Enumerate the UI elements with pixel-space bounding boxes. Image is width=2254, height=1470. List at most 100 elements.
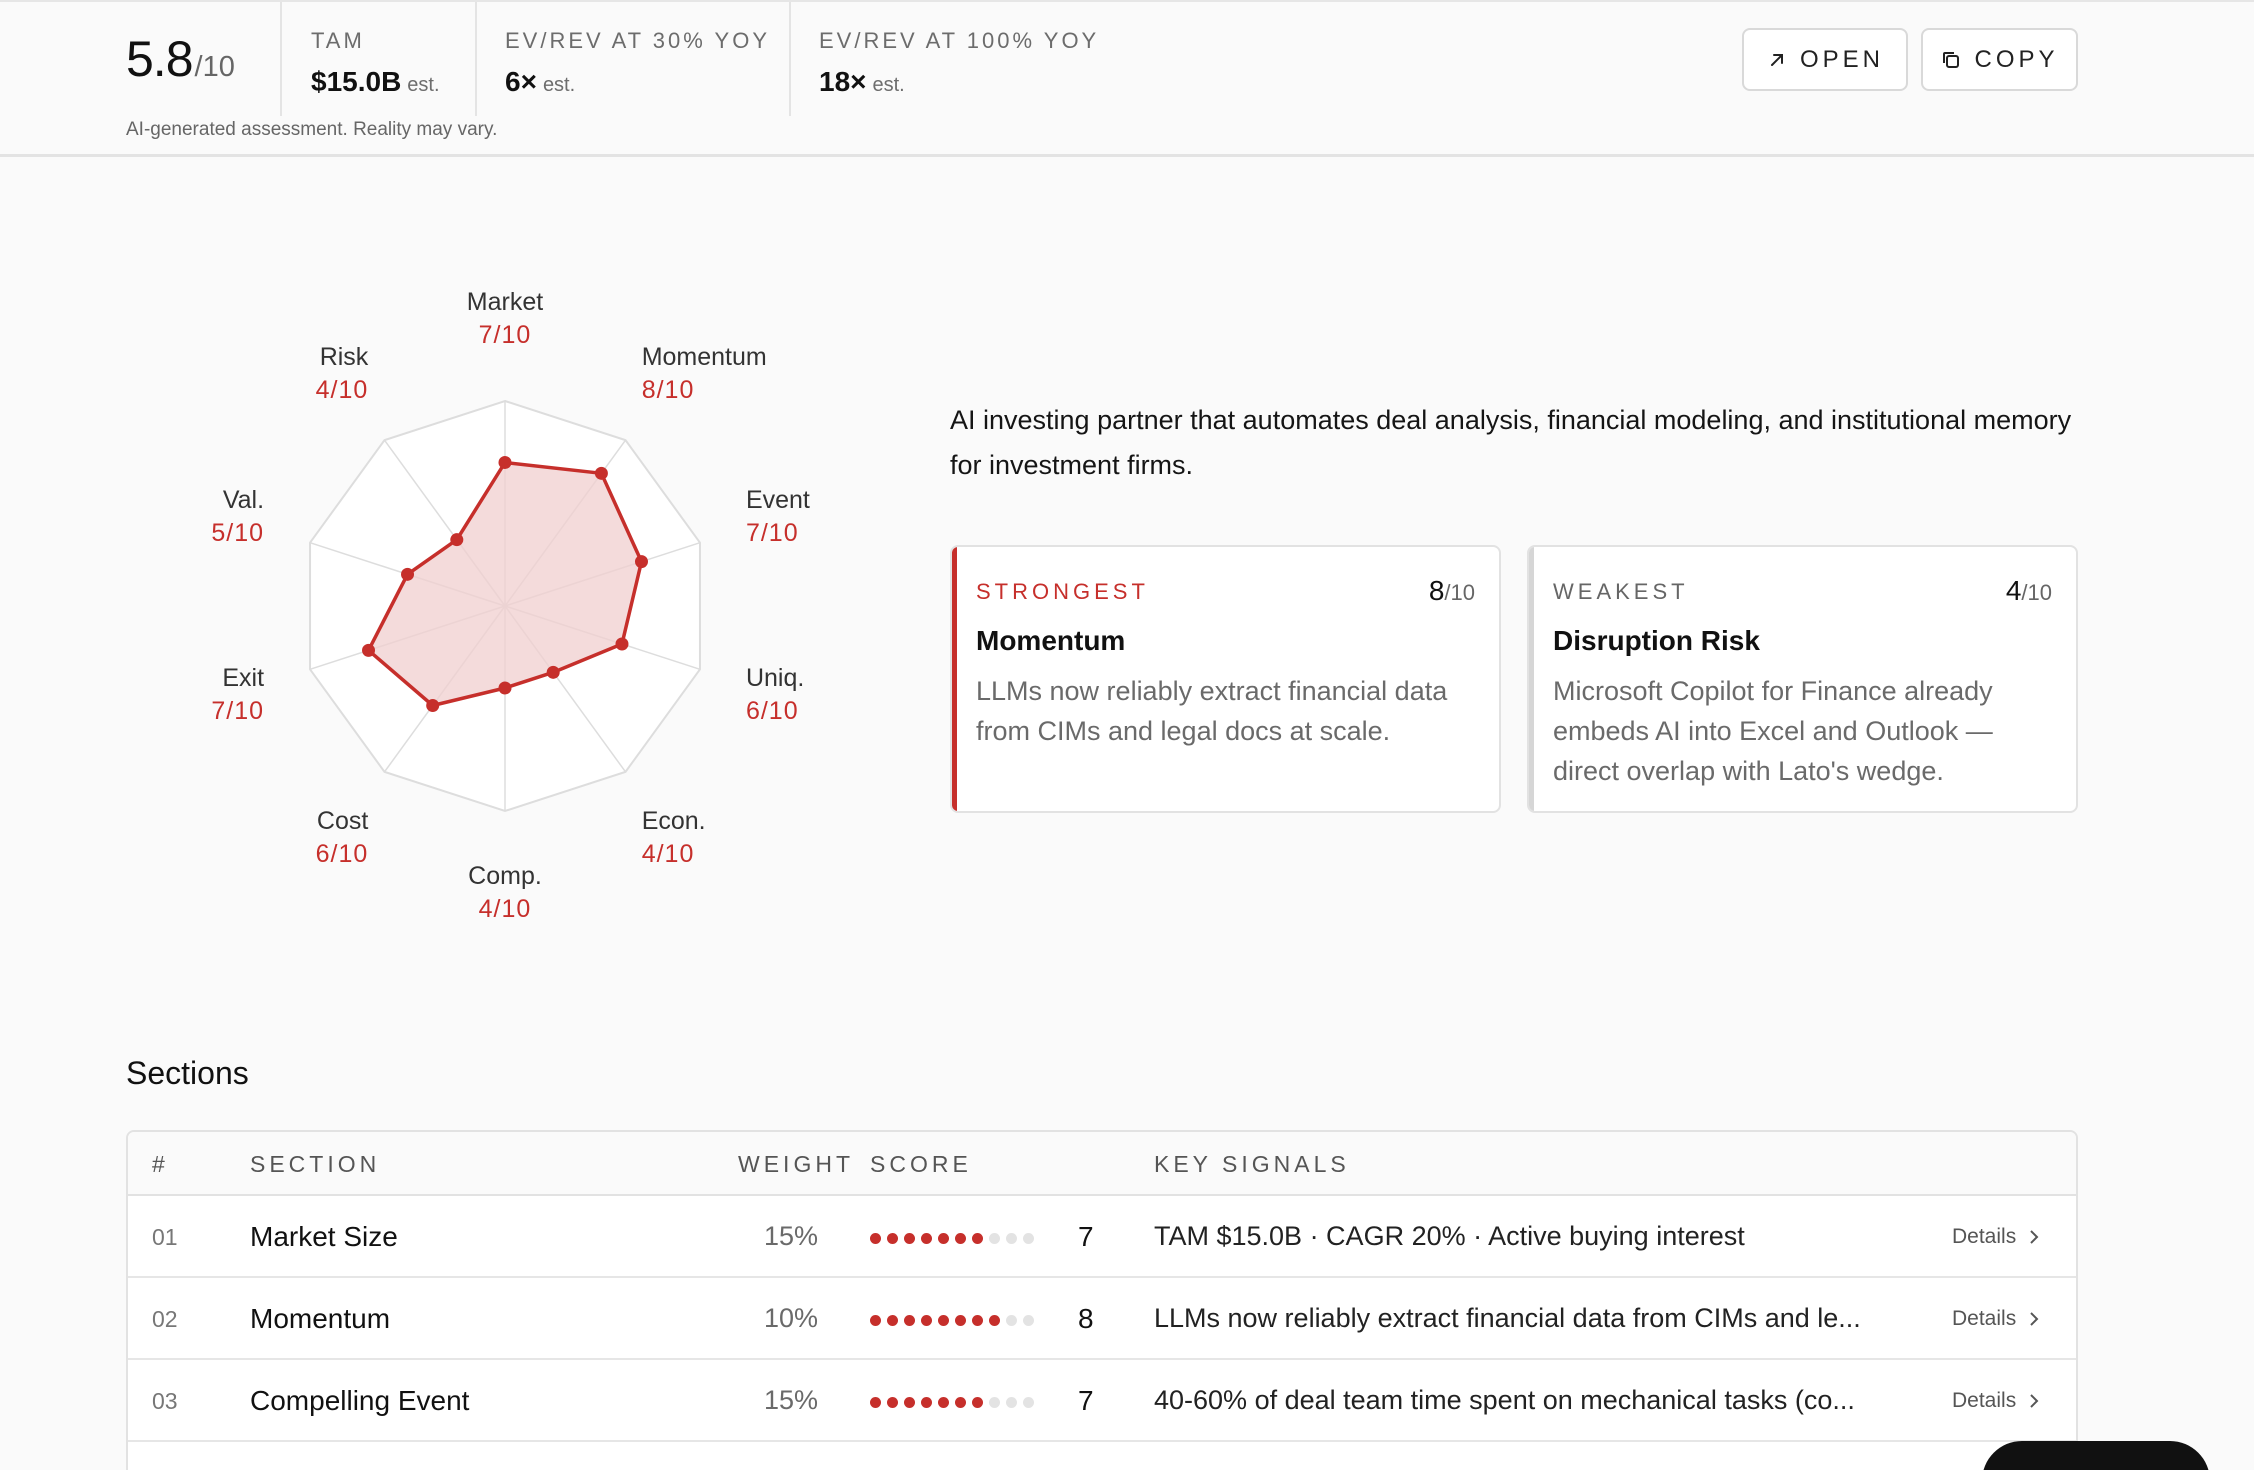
score-dot	[938, 1233, 949, 1244]
metric-label: EV/REV AT 30% YOY	[505, 28, 770, 53]
score-dot	[989, 1397, 1000, 1408]
metric-suffix: est.	[872, 74, 905, 96]
radar-axis-label: Risk 4/10	[168, 341, 369, 407]
metric-ev-rev-30: EV/REV AT 30% YOY 6× est.	[505, 28, 770, 98]
score-dot	[938, 1397, 949, 1408]
row-score: 7	[1078, 1221, 1094, 1252]
radar-axis-score: 4/10	[315, 375, 369, 404]
radar-chart-svg	[309, 399, 701, 813]
score-dot	[904, 1397, 915, 1408]
metric-suffix: est.	[407, 74, 440, 96]
card-score: 4/10	[2006, 575, 2052, 607]
radar-axis-label: Cost 6/10	[168, 805, 369, 871]
score-dot	[1023, 1397, 1034, 1408]
details-label: Details	[1952, 1225, 2017, 1248]
weakest-card: WEAKEST 4/10 Disruption Risk Microsoft C…	[1527, 545, 2078, 813]
radar-axis-label: Exit 7/10	[64, 662, 264, 728]
details-link[interactable]: Details	[1952, 1307, 2040, 1331]
radar-axis-score: 5/10	[211, 519, 265, 548]
summary-header: 5.8/10 TAM $15.0B est. EV/REV AT 30% YOY …	[0, 0, 2254, 157]
radar-axis-name: Comp.	[468, 862, 542, 890]
row-key-signals: 40-60% of deal team time spent on mechan…	[1154, 1385, 1855, 1415]
overall-score-value: 5.8	[126, 31, 194, 87]
card-score-denominator: /10	[1444, 580, 1475, 605]
score-dot	[955, 1233, 966, 1244]
radar-axis-name: Exit	[222, 663, 265, 692]
divider	[475, 2, 477, 116]
table-row: 01 Market Size 15% 7 TAM $15.0B · CAGR 20% ·…	[128, 1196, 2076, 1278]
radar-axis-score: 6/10	[315, 840, 369, 869]
radar-axis-name: Market	[466, 288, 544, 316]
score-dot	[1006, 1397, 1017, 1408]
column-header-num: #	[152, 1151, 169, 1177]
radar-axis-name: Cost	[316, 807, 369, 836]
radar-axis-name: Risk	[319, 342, 369, 371]
metric-tam: TAM $15.0B est.	[311, 28, 440, 98]
row-number: 03	[152, 1388, 178, 1414]
ai-disclaimer: AI-generated assessment. Reality may var…	[126, 119, 498, 140]
score-dot	[870, 1315, 881, 1326]
radar-point	[450, 533, 464, 547]
details-label: Details	[1952, 1307, 2017, 1330]
score-dot	[921, 1315, 932, 1326]
radar-axis-score: 4/10	[641, 840, 695, 869]
row-score-dots	[870, 1315, 1034, 1326]
radar-point	[615, 637, 629, 651]
details-link[interactable]: Details	[1952, 1389, 2040, 1413]
metric-value: 18×	[819, 66, 867, 97]
radar-axis-score: 6/10	[745, 696, 799, 725]
company-description: AI investing partner that automates deal…	[950, 405, 2072, 480]
score-dot	[870, 1233, 881, 1244]
column-header-signals: KEY SIGNALS	[1154, 1151, 1350, 1177]
score-dot	[921, 1233, 932, 1244]
open-button-label: OPEN	[1799, 45, 1884, 73]
row-key-signals: TAM $15.0B · CAGR 20% · Active buying in…	[1154, 1221, 1745, 1251]
divider	[789, 2, 791, 116]
radar-axis-label: Uniq. 6/10	[746, 662, 804, 728]
open-button[interactable]: OPEN	[1742, 28, 1908, 91]
sections-title: Sections	[126, 1055, 249, 1091]
strongest-card: STRONGEST 8/10 Momentum LLMs now reliabl…	[950, 545, 1501, 813]
radar-axis-score: 8/10	[641, 375, 695, 404]
row-section-name: Compelling Event	[250, 1385, 470, 1416]
score-dot	[955, 1397, 966, 1408]
radar-axis-label: Econ. 4/10	[642, 805, 706, 871]
score-dot	[989, 1315, 1000, 1326]
card-accent-bar	[952, 547, 957, 811]
card-kicker: WEAKEST	[1553, 579, 1689, 604]
score-dot	[887, 1397, 898, 1408]
floating-action-button[interactable]	[1982, 1441, 2210, 1470]
radar-point	[362, 643, 376, 657]
radar-axis-label: Val. 5/10	[64, 484, 264, 550]
radar-axis-name: Val.	[222, 486, 265, 515]
row-number: 02	[152, 1306, 178, 1332]
radar-axis-label: Comp. 4/10	[405, 860, 605, 926]
row-score-dots	[870, 1233, 1034, 1244]
score-dot	[870, 1397, 881, 1408]
column-header-section: SECTION	[250, 1151, 381, 1177]
radar-axis-name: Momentum	[641, 342, 767, 371]
details-link[interactable]: Details	[1952, 1225, 2040, 1249]
row-weight: 15%	[763, 1221, 818, 1251]
score-dot	[887, 1315, 898, 1326]
row-weight: 15%	[763, 1385, 818, 1415]
card-kicker: STRONGEST	[976, 579, 1149, 604]
score-dot	[1023, 1233, 1034, 1244]
radar-point	[498, 681, 512, 695]
radar-point	[546, 665, 560, 679]
copy-button[interactable]: COPY	[1921, 28, 2078, 91]
radar-axis-score: 4/10	[478, 895, 532, 923]
radar-axis-score: 7/10	[211, 696, 265, 725]
score-dot	[955, 1315, 966, 1326]
radar-axis-label: Event 7/10	[746, 484, 810, 550]
card-accent-bar	[1529, 547, 1534, 811]
radar-axis-score: 7/10	[745, 519, 799, 548]
radar-axis-name: Econ.	[641, 807, 706, 836]
card-title: Disruption Risk	[1553, 625, 1760, 656]
score-dot	[938, 1315, 949, 1326]
sections-table: # SECTION WEIGHT SCORE KEY SIGNALS 01 Mar…	[126, 1130, 2078, 1470]
table-row: 03 Compelling Event 15% 7 40-60% of deal tea…	[128, 1360, 2076, 1442]
card-title: Momentum	[976, 625, 1126, 656]
row-section-name: Market Size	[250, 1221, 398, 1252]
copy-button-label: COPY	[1974, 45, 2059, 73]
